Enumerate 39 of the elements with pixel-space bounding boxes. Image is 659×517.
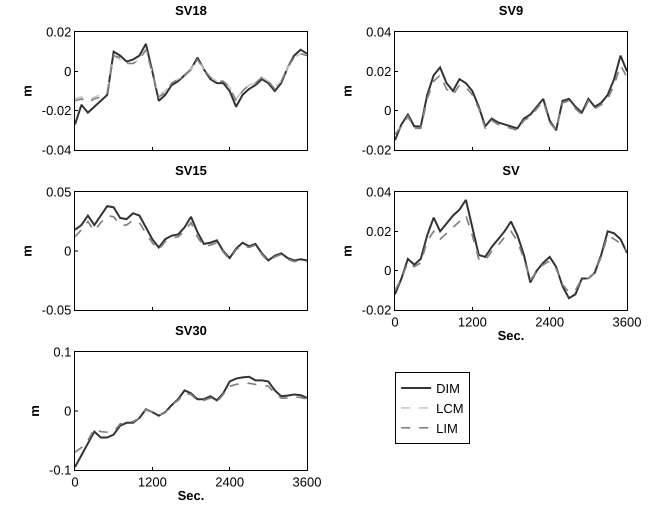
y-tick-label: 0.02 <box>366 64 392 79</box>
x-tick-label: 1200 <box>458 314 487 330</box>
y-axis-title: m <box>340 85 355 97</box>
y-tick-label: -0.1 <box>48 462 72 478</box>
y-tick-label: 0.02 <box>46 24 72 40</box>
chart-title: SV <box>502 163 520 178</box>
y-tick-label: 0.04 <box>366 184 392 200</box>
x-tick-label: 2400 <box>215 474 244 490</box>
y-tick-label: -0.02 <box>362 302 392 318</box>
y-tick-label: -0.05 <box>42 302 72 318</box>
chart-title: SV9 <box>498 3 524 18</box>
y-tick-label: 0 <box>64 244 72 259</box>
y-axis-title: m <box>26 405 42 417</box>
x-tick-label: 3600 <box>612 314 642 330</box>
x-tick-label: 2400 <box>535 314 564 330</box>
chart-title: SV18 <box>175 3 207 18</box>
y-tick-label: -0.02 <box>362 142 392 158</box>
x-axis-title: Sec. <box>498 328 524 344</box>
y-tick-label: -0.04 <box>42 142 72 158</box>
y-axis-title: m <box>340 245 355 257</box>
y-tick-label: 0 <box>64 64 72 79</box>
y-tick-label: 0.02 <box>366 224 392 239</box>
y-tick-label: -0.02 <box>42 103 72 118</box>
x-tick-label: 1200 <box>138 474 167 490</box>
y-tick-label: 0 <box>384 263 392 278</box>
y-axis-title: m <box>20 85 35 97</box>
y-tick-label: 0 <box>384 103 392 118</box>
legend-label: DIM <box>436 381 460 396</box>
y-tick-label: 0.05 <box>46 184 72 200</box>
chart-title: SV15 <box>175 163 207 178</box>
legend-label: LCM <box>436 400 464 416</box>
y-axis-title: m <box>20 245 35 257</box>
y-tick-label: 0.1 <box>53 344 72 360</box>
x-tick-label: 3600 <box>292 474 322 490</box>
chart-title: SV30 <box>175 323 207 338</box>
y-tick-label: 0 <box>64 404 72 419</box>
legend-label: LIM <box>436 420 458 436</box>
y-tick-label: 0.04 <box>366 24 392 40</box>
x-axis-title: Sec. <box>178 488 204 504</box>
